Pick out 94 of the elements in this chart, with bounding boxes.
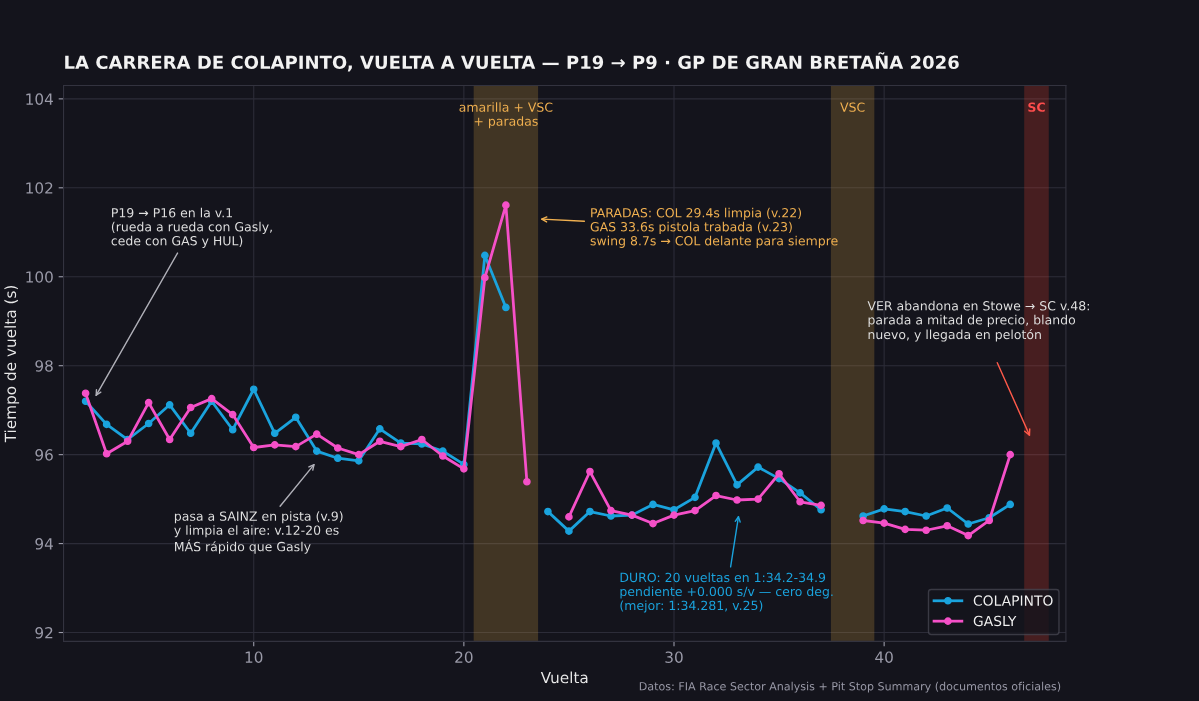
point bbox=[712, 439, 720, 447]
point bbox=[1006, 450, 1015, 459]
point bbox=[460, 465, 468, 473]
point bbox=[670, 511, 678, 519]
point bbox=[523, 477, 531, 486]
point bbox=[481, 273, 489, 282]
x-tick-label: 40 bbox=[875, 651, 893, 663]
y-tick-label: 94 bbox=[35, 538, 53, 550]
point bbox=[502, 303, 510, 312]
point bbox=[333, 444, 342, 452]
legend-label: COLAPINTO bbox=[973, 595, 1053, 606]
annotation: DURO: 20 vueltas en 1:34.2-34.9 pendiente +0.000 s/v — cero deg. (mejor: 1:34.281, v.25) bbox=[620, 572, 833, 613]
point bbox=[754, 463, 762, 471]
y-tick-label: 104 bbox=[26, 93, 53, 105]
annotation: PARADAS: COL 29.4s limpia (v.22) GAS 33.6s pistola trabada (v.23) swing 8.7s → COL delante para siempre bbox=[590, 207, 838, 248]
point bbox=[649, 519, 657, 528]
point bbox=[439, 452, 447, 460]
point bbox=[859, 516, 867, 525]
point bbox=[901, 525, 909, 534]
point bbox=[481, 251, 489, 260]
point bbox=[144, 419, 153, 428]
point bbox=[186, 403, 195, 412]
point bbox=[691, 506, 699, 515]
point bbox=[565, 513, 573, 521]
point bbox=[228, 425, 237, 434]
point bbox=[249, 443, 258, 452]
point bbox=[607, 506, 615, 515]
point bbox=[270, 429, 279, 438]
point bbox=[943, 504, 952, 512]
point bbox=[354, 457, 363, 465]
point bbox=[649, 500, 657, 509]
point bbox=[733, 481, 741, 489]
point bbox=[964, 531, 973, 540]
point bbox=[418, 435, 426, 444]
y-tick-label: 92 bbox=[35, 626, 53, 639]
y-tick-label: 100 bbox=[26, 271, 53, 283]
point bbox=[880, 505, 888, 513]
point bbox=[186, 429, 195, 438]
y-tick-label: 102 bbox=[26, 182, 53, 194]
y-tick-label: 96 bbox=[35, 449, 53, 461]
x-tick-label: 20 bbox=[455, 651, 473, 663]
point bbox=[165, 401, 174, 409]
annotation: P19 → P16 en la v.1 (rueda a rueda con Gasly, cede con GAS y HUL) bbox=[111, 207, 272, 248]
point bbox=[312, 447, 321, 455]
point bbox=[270, 441, 279, 449]
point bbox=[880, 519, 888, 527]
point bbox=[502, 201, 510, 209]
band-label: amarilla + VSC + paradas bbox=[459, 102, 553, 129]
legend-label: GASLY bbox=[973, 615, 1017, 627]
point bbox=[354, 450, 363, 459]
point bbox=[81, 389, 90, 398]
point bbox=[607, 512, 615, 520]
band-label: VSC bbox=[840, 102, 865, 112]
point bbox=[712, 491, 720, 500]
x-axis-title: Vuelta bbox=[540, 671, 588, 684]
point bbox=[691, 493, 699, 502]
x-tick-label: 10 bbox=[245, 651, 263, 663]
point bbox=[901, 507, 909, 516]
point bbox=[922, 526, 930, 535]
point bbox=[333, 454, 342, 463]
point bbox=[775, 469, 783, 478]
point bbox=[144, 398, 153, 407]
point bbox=[733, 496, 741, 504]
point bbox=[565, 527, 573, 535]
point bbox=[796, 497, 804, 506]
annotation: pasa a SAINZ en pista (v.9) y limpia el aire: v.12-20 es MÁS rápido que Gasly bbox=[174, 511, 343, 554]
point bbox=[375, 437, 384, 446]
band-label: SC bbox=[1028, 102, 1045, 112]
text: Datos: FIA Race Sector Analysis + Pit Stop Summary (documentos oficiales) bbox=[639, 681, 1061, 693]
point bbox=[397, 442, 405, 451]
point bbox=[754, 495, 762, 503]
chart-title: LA CARRERA DE COLAPINTO, VUELTA A VUELTA — P19 → P9 · GP DE GRAN BRETAÑA 2026 bbox=[65, 52, 959, 72]
annotation: VER abandona en Stowe → SC v.48: parada a mitad de precio, blando nuevo, y llegada en pelotón bbox=[867, 300, 1089, 342]
point bbox=[375, 425, 384, 433]
point bbox=[586, 507, 594, 516]
point bbox=[796, 489, 804, 497]
point bbox=[312, 430, 321, 438]
point bbox=[102, 449, 111, 458]
point bbox=[544, 507, 552, 516]
y-tick-label: 98 bbox=[35, 360, 53, 372]
point bbox=[165, 435, 174, 444]
point bbox=[291, 413, 300, 422]
point bbox=[586, 467, 594, 476]
point bbox=[102, 420, 111, 429]
point bbox=[228, 410, 237, 419]
point bbox=[1006, 500, 1015, 509]
point bbox=[922, 512, 930, 520]
x-tick-label: 30 bbox=[665, 651, 683, 663]
y-axis-title: Tiempo de vuelta (s) bbox=[4, 285, 20, 443]
point bbox=[249, 385, 258, 394]
point bbox=[943, 521, 952, 530]
point bbox=[291, 442, 300, 451]
point bbox=[817, 501, 825, 510]
point bbox=[964, 520, 973, 528]
